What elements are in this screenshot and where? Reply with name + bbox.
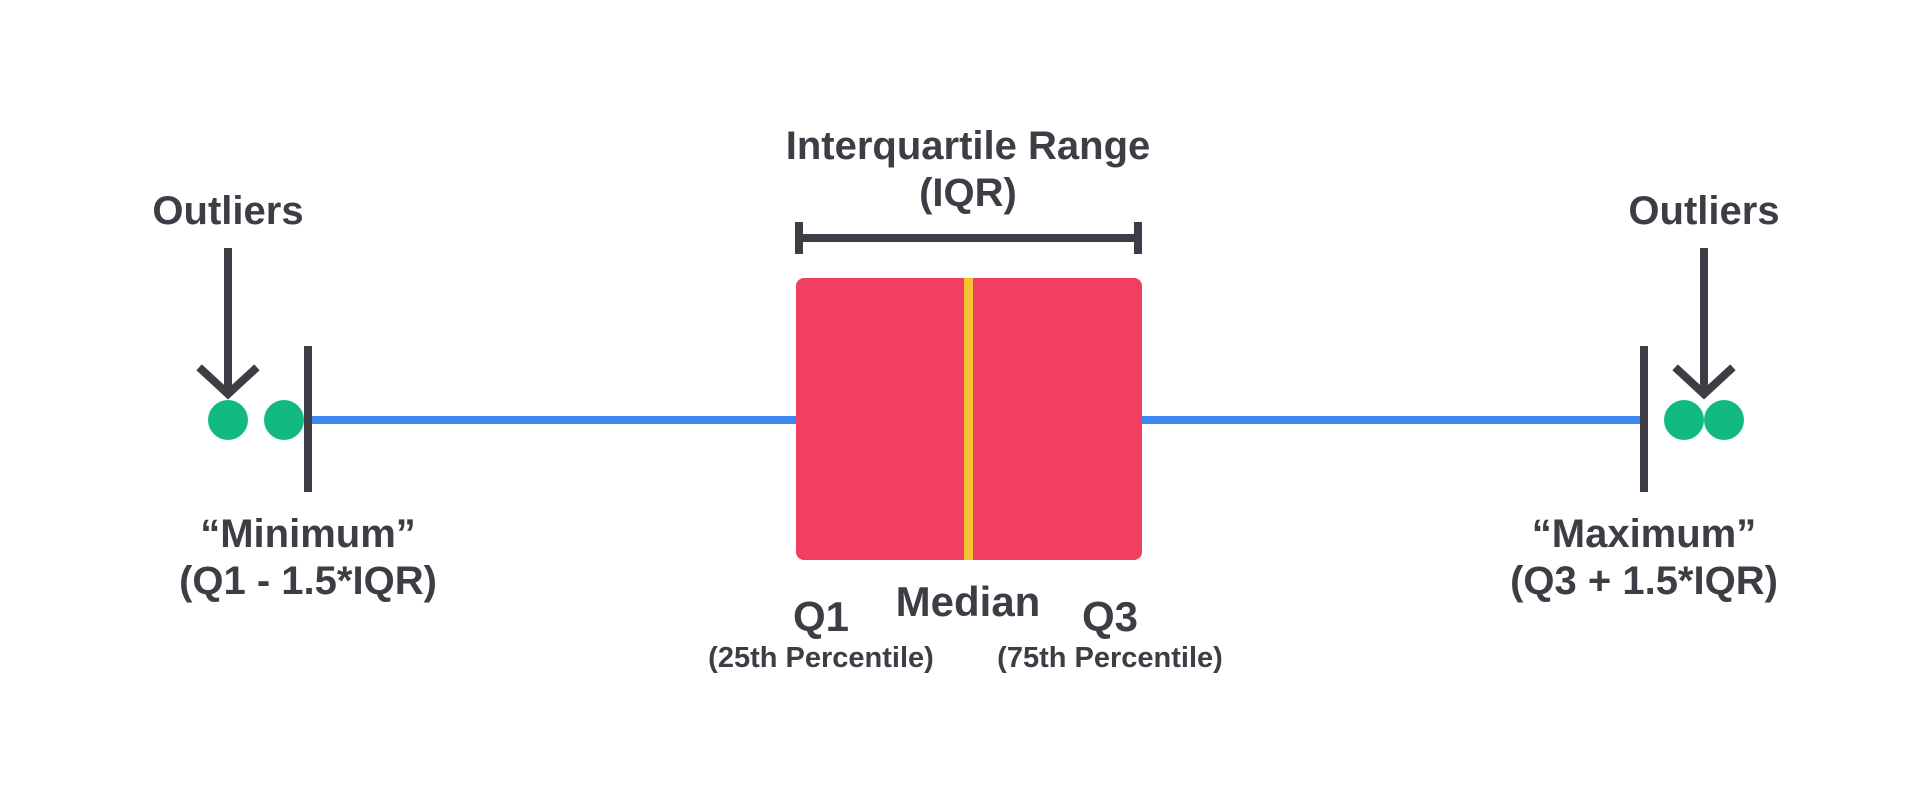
arrow-down-icon [1672,248,1736,400]
iqr-abbr: (IQR) [919,171,1017,215]
arrow-down-icon [196,248,260,400]
q3-desc: (75th Percentile) [997,642,1223,674]
outliers-left-label: Outliers [152,189,303,233]
iqr-title: Interquartile Range [786,124,1151,168]
q3-label: Q3 [1082,593,1138,640]
iqr-bracket [795,222,1142,254]
maximum-label: “Maximum” [1532,512,1757,556]
outliers-right-label: Outliers [1628,189,1779,233]
minimum-label: “Minimum” [200,512,416,556]
maximum-formula: (Q3 + 1.5*IQR) [1510,559,1778,603]
outlier-point [208,400,248,440]
q1-label: Q1 [793,593,849,640]
minimum-formula: (Q1 - 1.5*IQR) [179,559,437,603]
outlier-point [1664,400,1704,440]
q1-desc: (25th Percentile) [708,642,934,674]
outlier-point [1704,400,1744,440]
median-line [964,278,973,560]
median-label: Median [896,578,1041,625]
outlier-point [264,400,304,440]
